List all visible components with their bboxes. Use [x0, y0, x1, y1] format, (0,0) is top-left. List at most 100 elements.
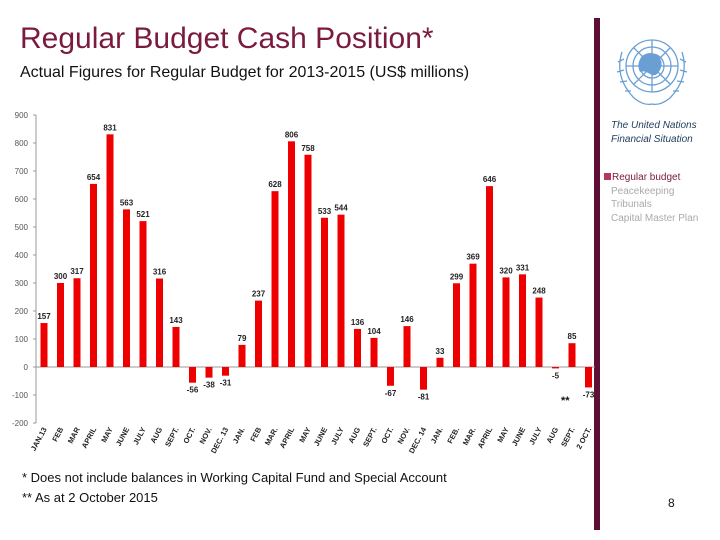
page-title: Regular Budget Cash Position*	[20, 22, 434, 55]
side-title-line: Financial Situation	[611, 134, 693, 145]
bar-oct-	[189, 367, 196, 383]
y-tick-label: 600	[15, 195, 29, 204]
bar-sept-	[568, 343, 576, 367]
bar-june	[321, 217, 328, 367]
data-label: -73	[583, 390, 595, 399]
data-label: 654	[87, 173, 101, 182]
x-tick-label: APRIL	[80, 425, 99, 449]
data-label: 320	[499, 266, 513, 275]
data-label: 136	[351, 318, 365, 327]
cash-position-chart: 900 800 700 600 500 400 300 200 100 0 -100 -200 157 J…	[12, 111, 595, 455]
y-tick-label: -100	[12, 391, 29, 400]
x-tick-label: OCT.	[379, 426, 395, 445]
y-tick-label: 900	[15, 111, 29, 120]
bar-feb	[57, 283, 64, 367]
data-label: 85	[568, 332, 577, 341]
y-tick-label: 100	[15, 335, 29, 344]
footnote-marker: **	[561, 395, 570, 407]
nav-item-tribunals[interactable]: Tribunals	[604, 198, 698, 212]
x-tick-label: 2 OCT.	[574, 426, 593, 451]
nav-item-label: Regular budget	[612, 172, 681, 183]
page-subtitle: Actual Figures for Regular Budget for 20…	[20, 64, 470, 81]
footnote-2: ** As at 2 October 2015	[22, 490, 158, 505]
bar-2-oct-	[585, 367, 592, 388]
y-tick-label: 400	[15, 251, 29, 260]
bar-feb-	[453, 283, 460, 367]
x-tick-label: AUG	[148, 426, 164, 445]
bar-jan-	[436, 357, 444, 367]
x-tick-label: AUG	[544, 426, 560, 445]
bar-sept-	[172, 326, 180, 367]
data-label: 521	[136, 210, 150, 219]
data-label: 79	[238, 334, 247, 343]
data-label: 299	[450, 272, 464, 281]
section-nav: Regular budget Peacekeeping Tribunals Ca…	[604, 171, 698, 225]
footnotes: * Does not include balances in Working C…	[22, 468, 447, 508]
nav-item-regular-budget[interactable]: Regular budget	[604, 171, 698, 185]
bar-april	[486, 186, 493, 367]
bar-mar	[73, 278, 81, 367]
data-label: 317	[70, 267, 84, 276]
bar-july	[139, 221, 147, 367]
nav-item-label: Peacekeeping	[611, 185, 675, 197]
x-tick-label: MAR.	[461, 426, 478, 447]
active-marker	[604, 173, 611, 180]
side-title: The United Nations Financial Situation	[611, 119, 697, 147]
data-label: 33	[436, 347, 445, 356]
bar-june	[123, 209, 130, 367]
x-tick-label: MAY	[495, 426, 510, 444]
y-tick-label: -200	[12, 419, 29, 428]
bar-feb	[255, 300, 262, 367]
x-tick-label: AUG	[346, 426, 362, 445]
bar-april	[288, 141, 295, 367]
data-label: 248	[532, 287, 546, 296]
x-tick-label: JAN.	[429, 426, 445, 445]
y-tick-label: 300	[15, 279, 29, 288]
nav-item-capital-master-plan[interactable]: Capital Master Plan	[604, 212, 698, 226]
bar-oct-	[387, 367, 394, 386]
data-label: 806	[285, 130, 299, 139]
y-tick-label: 200	[15, 307, 29, 316]
x-tick-label: FEB	[248, 425, 263, 443]
x-tick-label: APRIL	[278, 425, 297, 449]
un-emblem-icon	[616, 39, 688, 106]
x-tick-label: SEPT.	[361, 426, 379, 449]
x-tick-label: JULY	[527, 426, 544, 447]
divider-bar	[594, 18, 600, 530]
bar-dec-14	[420, 367, 427, 390]
y-tick-label: 500	[15, 223, 29, 232]
data-label: -81	[418, 393, 430, 402]
bar-april	[90, 183, 97, 367]
bar-may	[106, 134, 114, 367]
side-title-line: The United Nations	[611, 120, 697, 131]
nav-item-label: Capital Master Plan	[611, 212, 699, 224]
x-tick-label: JULY	[329, 426, 346, 447]
bar-may	[304, 154, 312, 367]
data-label: 369	[466, 253, 480, 262]
x-tick-label: NOV.	[198, 426, 214, 446]
bar-june	[519, 274, 526, 367]
x-tick-label: MAY	[99, 426, 114, 444]
x-tick-label: JUNE	[114, 426, 131, 448]
data-label: 104	[367, 327, 381, 336]
x-tick-label: JULY	[131, 426, 148, 447]
x-tick-label: JAN.	[231, 426, 247, 445]
x-tick-label: MAR	[66, 425, 82, 445]
bar-sept-	[370, 337, 378, 367]
x-tick-label: FEB	[50, 425, 65, 443]
nav-item-peacekeeping[interactable]: Peacekeeping	[604, 185, 698, 199]
bar-aug	[156, 278, 163, 367]
bar-aug	[354, 328, 361, 367]
bar-nov-	[205, 367, 213, 378]
bar-nov-	[403, 326, 411, 367]
bar-july	[535, 297, 543, 367]
y-tick-label: 0	[24, 363, 29, 372]
data-label: 143	[169, 316, 183, 325]
x-tick-label: JAN.13	[29, 426, 49, 453]
bar-dec-13	[222, 367, 229, 376]
data-label: 331	[516, 263, 530, 272]
bar-mar-	[271, 191, 279, 367]
data-label: 831	[103, 123, 117, 132]
bar-mar-	[469, 263, 477, 367]
